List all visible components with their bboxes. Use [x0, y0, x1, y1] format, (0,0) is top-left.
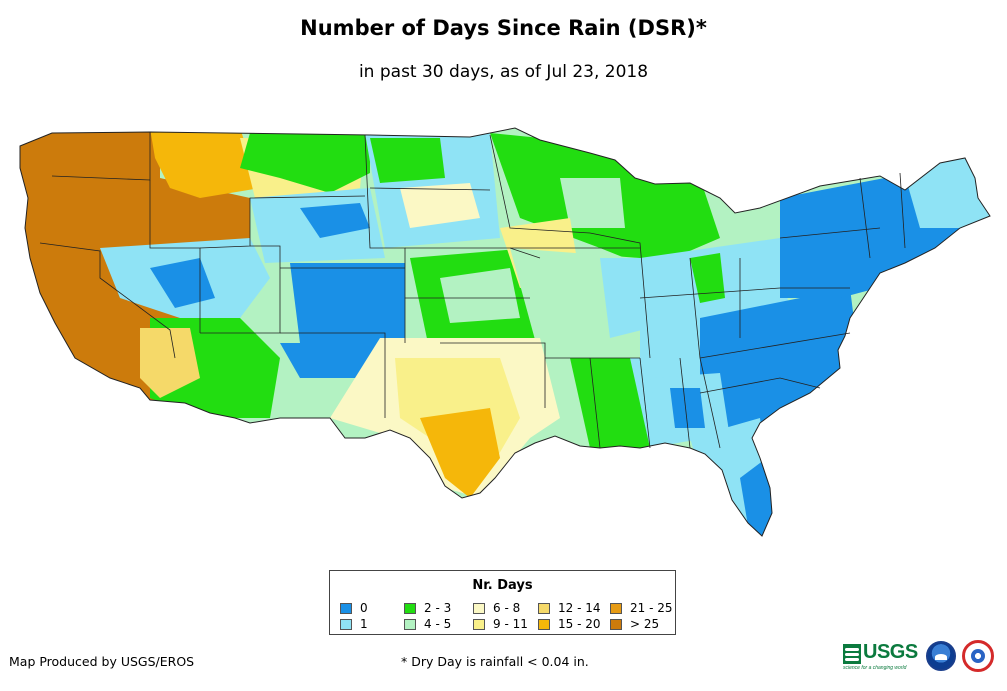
- legend-swatch: [538, 619, 550, 630]
- usgs-logo: USGS science for a changing world: [843, 641, 919, 671]
- legend-label: 0: [360, 601, 368, 615]
- nws-logo: [962, 640, 994, 672]
- dry-day-footnote: * Dry Day is rainfall < 0.04 in.: [401, 654, 589, 669]
- us-dsr-map: [19, 127, 991, 537]
- legend-swatch: [404, 603, 416, 614]
- legend-label: 6 - 8: [493, 601, 521, 615]
- map-subtitle: in past 30 days, as of Jul 23, 2018: [358, 62, 649, 82]
- legend-swatch: [538, 603, 550, 614]
- noaa-logo: [926, 641, 956, 671]
- legend-label: 12 - 14: [558, 601, 601, 615]
- legend: Nr. Days 0 1 2 - 3 4 - 5 6 - 8 9 - 11 12 - 14 1…: [329, 570, 676, 635]
- state-boundaries: [39, 132, 906, 449]
- legend-label: 2 - 3: [424, 601, 452, 615]
- legend-label: 15 - 20: [558, 617, 601, 631]
- map-title: Number of Days Since Rain (DSR)*: [300, 16, 707, 40]
- legend-label: 21 - 25: [630, 601, 673, 615]
- legend-swatch: [473, 603, 485, 614]
- legend-swatch: [610, 603, 622, 614]
- legend-label: 4 - 5: [424, 617, 452, 631]
- legend-label: 9 - 11: [493, 617, 528, 631]
- usgs-wordmark: USGS: [863, 641, 918, 663]
- legend-swatch: [340, 619, 352, 630]
- legend-swatch: [340, 603, 352, 614]
- legend-swatch: [473, 619, 485, 630]
- produced-by-credit: Map Produced by USGS/EROS: [9, 654, 195, 669]
- legend-swatch: [404, 619, 416, 630]
- usgs-tagline: science for a changing world: [843, 665, 907, 671]
- legend-label: 1: [360, 617, 368, 631]
- legend-label: > 25: [630, 617, 660, 631]
- dsr-regions: [20, 128, 990, 536]
- legend-title: Nr. Days: [472, 578, 533, 593]
- legend-swatch: [610, 619, 622, 630]
- usgs-wave-icon: [843, 644, 861, 664]
